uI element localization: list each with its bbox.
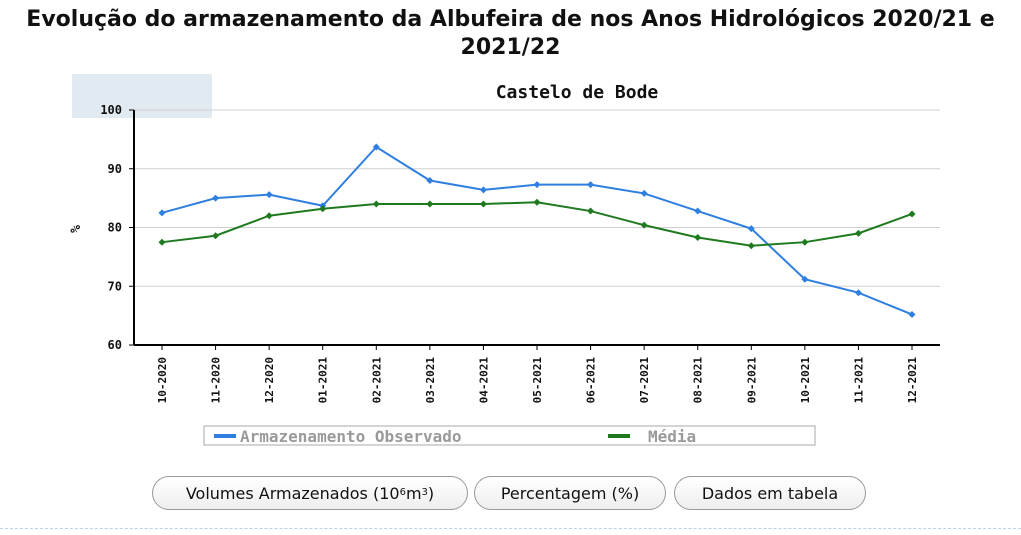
data-point <box>908 310 916 318</box>
data-point <box>854 289 862 297</box>
data-point <box>854 229 862 237</box>
data-point <box>801 275 809 283</box>
percentage-button[interactable]: Percentagem (%) <box>474 476 666 510</box>
x-tick-label: 12-2021 <box>906 357 919 404</box>
y-tick-label: 60 <box>108 338 122 352</box>
data-point <box>212 232 220 240</box>
x-tick-label: 12-2020 <box>263 357 276 403</box>
legend-label-1: Armazenamento Observado <box>240 427 462 446</box>
x-tick-label: 11-2021 <box>852 357 865 404</box>
view-buttons: Volumes Armazenados (10 6 m 3) Percentagem… <box>0 476 1021 512</box>
data-point <box>158 209 166 217</box>
x-tick-label: 05-2021 <box>531 357 544 404</box>
data-point <box>747 225 755 233</box>
y-axis-label: % <box>69 225 84 233</box>
x-tick-label: 09-2021 <box>745 357 758 404</box>
data-point <box>479 186 487 194</box>
data-point <box>694 207 702 215</box>
data-point <box>158 238 166 246</box>
data-point <box>694 233 702 241</box>
x-tick-label: 08-2021 <box>692 357 705 404</box>
data-point <box>533 198 541 206</box>
data-point <box>533 181 541 189</box>
series-line-1 <box>161 145 913 316</box>
data-point <box>426 177 434 184</box>
y-tick-label: 90 <box>108 162 122 176</box>
data-point <box>908 210 916 218</box>
data-point <box>372 143 380 151</box>
data-point <box>587 181 595 189</box>
x-tick-label: 10-2021 <box>799 357 812 404</box>
legend-label-2: Média <box>648 427 696 446</box>
data-point <box>479 200 487 208</box>
page-title: Evolução do armazenamento da Albufeira d… <box>26 7 995 60</box>
y-tick-label: 70 <box>108 279 122 293</box>
data-point <box>640 221 648 229</box>
data-point <box>587 207 595 215</box>
line-chart: Castelo de Bode 60 70 80 90 100% 10-2020 11-202… <box>69 82 940 446</box>
data-point <box>265 212 273 220</box>
volumes-button[interactable]: Volumes Armazenados (10 6 m 3) <box>152 476 468 510</box>
data-point <box>265 191 273 199</box>
legend-box <box>203 425 816 446</box>
data-point <box>747 242 755 250</box>
x-tick-label: 11-2020 <box>210 357 223 403</box>
volumes-unit: m <box>405 483 422 503</box>
data-point <box>426 200 434 208</box>
x-tick-label: 10-2020 <box>156 357 169 403</box>
volumes-close: ) <box>427 483 435 503</box>
data-point <box>212 194 220 202</box>
data-point <box>319 205 327 213</box>
series-line-2 <box>161 201 913 247</box>
x-tick-label: 04-2021 <box>477 357 490 404</box>
y-tick-label: 100 <box>100 103 122 117</box>
x-tick-label: 03-2021 <box>424 357 437 404</box>
x-tick-label: 07-2021 <box>638 357 651 404</box>
x-tick-label: 02-2021 <box>370 357 383 404</box>
data-point <box>640 189 648 197</box>
percentage-label: Percentagem (%) <box>500 483 640 503</box>
x-tick-label: 01-2021 <box>317 357 330 404</box>
data-point <box>801 238 809 246</box>
x-tick-label: 06-2021 <box>585 357 598 404</box>
table-button[interactable]: Dados em tabela <box>674 476 866 510</box>
y-tick-label: 80 <box>108 221 122 235</box>
chart-title: Castelo de Bode <box>496 82 659 103</box>
footer-divider <box>0 528 1021 529</box>
data-point <box>372 200 380 208</box>
volumes-label: Volumes Armazenados (10 <box>185 483 400 503</box>
logo-watermark <box>72 74 212 118</box>
table-label: Dados em tabela <box>701 483 839 503</box>
